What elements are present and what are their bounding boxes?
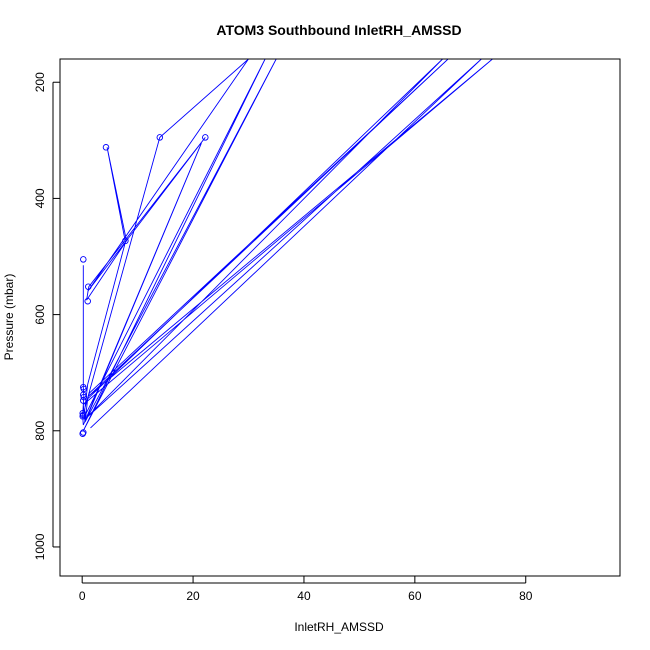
x-axis-label: InletRH_AMSSD bbox=[294, 620, 384, 634]
y-tick-label: 600 bbox=[33, 304, 47, 324]
data-point bbox=[80, 393, 88, 401]
y-tick-label: 800 bbox=[33, 420, 47, 440]
data-point bbox=[202, 134, 209, 141]
data-point bbox=[156, 134, 164, 141]
x-tick-label: 40 bbox=[297, 589, 311, 603]
y-axis-label: Pressure (mbar) bbox=[2, 274, 16, 361]
data-point bbox=[79, 413, 86, 420]
y-axis: 200 400 600 800 1000 bbox=[33, 72, 60, 560]
y-tick-label: 1000 bbox=[33, 533, 47, 560]
x-tick-label: 20 bbox=[186, 589, 200, 603]
y-tick-label: 200 bbox=[33, 72, 47, 92]
data-point bbox=[85, 283, 92, 290]
data-point bbox=[79, 430, 86, 437]
x-tick-label: 80 bbox=[519, 589, 533, 603]
data-point bbox=[80, 397, 87, 404]
chart-title: ATOM3 Southbound InletRH_AMSSD bbox=[216, 22, 461, 38]
plot-frame bbox=[59, 58, 621, 577]
x-tick-label: 0 bbox=[79, 589, 86, 603]
data-point bbox=[84, 297, 91, 305]
data-point bbox=[80, 256, 87, 263]
y-tick-label: 400 bbox=[33, 188, 47, 208]
x-tick-label: 60 bbox=[408, 589, 422, 603]
data-point bbox=[122, 237, 129, 245]
x-axis: 0 20 40 60 80 bbox=[79, 576, 533, 603]
data-point bbox=[102, 144, 110, 151]
